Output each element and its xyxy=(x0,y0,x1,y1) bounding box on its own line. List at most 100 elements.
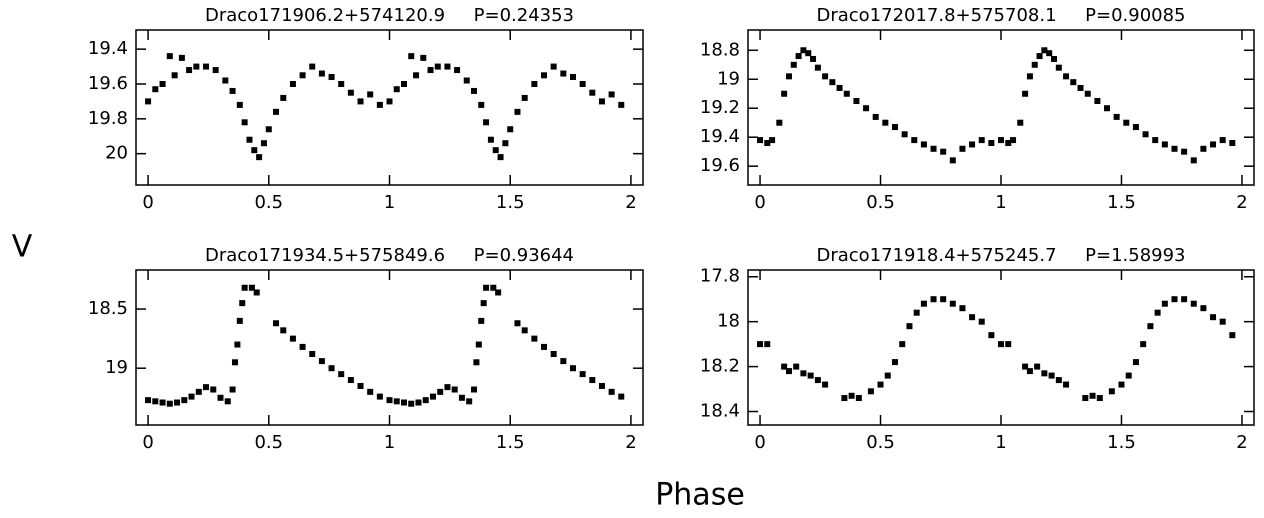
data-point xyxy=(1022,90,1029,97)
data-point xyxy=(1055,377,1062,384)
data-point xyxy=(309,63,316,70)
data-point xyxy=(357,382,364,389)
data-point xyxy=(203,384,210,391)
data-point xyxy=(776,119,783,126)
data-point xyxy=(843,90,850,97)
data-point xyxy=(1118,381,1125,388)
data-point xyxy=(413,72,420,79)
data-point xyxy=(764,341,771,348)
data-point xyxy=(1190,300,1197,307)
data-point xyxy=(1200,145,1207,152)
data-point xyxy=(988,332,995,339)
data-point xyxy=(188,393,195,400)
data-point xyxy=(579,371,586,378)
data-point xyxy=(514,320,521,327)
x-tick-label: 1 xyxy=(995,432,1006,453)
data-point xyxy=(437,388,444,395)
data-point xyxy=(265,126,272,133)
data-point xyxy=(618,393,625,400)
y-tick-label: 19 xyxy=(717,68,740,89)
data-point xyxy=(253,289,260,296)
data-point xyxy=(978,318,985,325)
data-point xyxy=(347,89,354,96)
data-point xyxy=(1142,131,1149,138)
x-tick-label: 0.5 xyxy=(254,432,283,453)
data-point xyxy=(497,154,504,161)
x-tick-label: 1.5 xyxy=(1107,192,1136,213)
data-point xyxy=(1017,119,1024,126)
data-point xyxy=(495,289,502,296)
data-point xyxy=(899,341,906,348)
data-point xyxy=(848,392,855,399)
data-point xyxy=(166,53,173,60)
data-point xyxy=(959,145,966,152)
x-tick-label: 2 xyxy=(1236,432,1247,453)
x-tick-label: 1.5 xyxy=(1107,432,1136,453)
data-point xyxy=(1051,55,1058,62)
data-point xyxy=(458,394,465,401)
data-point xyxy=(1152,137,1159,144)
y-tick-label: 19.2 xyxy=(700,97,740,118)
y-tick-label: 18.4 xyxy=(700,401,740,422)
data-point xyxy=(836,84,843,91)
x-tick-label: 0.5 xyxy=(254,192,283,213)
data-point xyxy=(541,343,548,350)
data-point xyxy=(490,284,497,291)
data-point xyxy=(608,91,615,98)
data-point xyxy=(541,72,548,79)
data-point xyxy=(386,397,393,404)
data-point xyxy=(969,314,976,321)
data-point xyxy=(521,327,528,334)
data-point xyxy=(785,73,792,80)
data-point xyxy=(598,98,605,105)
y-tick-label: 19.6 xyxy=(88,73,128,94)
x-tick-label: 1 xyxy=(384,432,395,453)
data-point xyxy=(1082,395,1089,402)
data-point xyxy=(891,359,898,366)
data-point xyxy=(949,157,956,164)
data-point xyxy=(420,54,427,61)
data-point xyxy=(181,397,188,404)
data-point xyxy=(872,113,879,120)
data-point xyxy=(463,77,470,84)
data-point xyxy=(1055,64,1062,71)
data-point xyxy=(444,384,451,391)
panel-title: Draco172017.8+575708.1 P=0.90085 xyxy=(816,5,1185,26)
data-point xyxy=(318,358,325,365)
data-point xyxy=(178,54,185,61)
plot-frame xyxy=(747,269,1255,426)
x-tick-label: 0 xyxy=(142,432,153,453)
y-tick-label: 19.8 xyxy=(88,108,128,129)
data-point xyxy=(224,398,231,405)
data-point xyxy=(764,139,771,146)
x-tick-label: 0 xyxy=(142,192,153,213)
x-tick-label: 0.5 xyxy=(866,192,895,213)
data-point xyxy=(998,341,1004,348)
data-point xyxy=(229,386,236,393)
data-point xyxy=(289,335,296,342)
plot-frame xyxy=(135,29,644,186)
data-point xyxy=(260,140,267,147)
data-point xyxy=(901,131,908,138)
data-point xyxy=(203,63,210,70)
data-point xyxy=(810,55,817,62)
data-point xyxy=(959,305,966,312)
data-point xyxy=(152,398,159,405)
data-point xyxy=(241,119,248,126)
data-point xyxy=(357,98,364,105)
data-point xyxy=(550,351,557,358)
data-point xyxy=(1005,139,1012,146)
data-point xyxy=(1036,53,1043,60)
data-point xyxy=(280,94,287,101)
x-tick-label: 1 xyxy=(384,192,395,213)
data-point xyxy=(478,101,485,108)
data-point xyxy=(1147,323,1154,330)
data-point xyxy=(328,365,335,372)
data-point xyxy=(841,395,848,402)
data-point xyxy=(1229,332,1236,339)
data-point xyxy=(159,80,166,87)
data-point xyxy=(229,87,236,94)
data-point xyxy=(884,372,891,379)
y-tick-label: 18.8 xyxy=(700,39,740,60)
data-point xyxy=(429,393,436,400)
